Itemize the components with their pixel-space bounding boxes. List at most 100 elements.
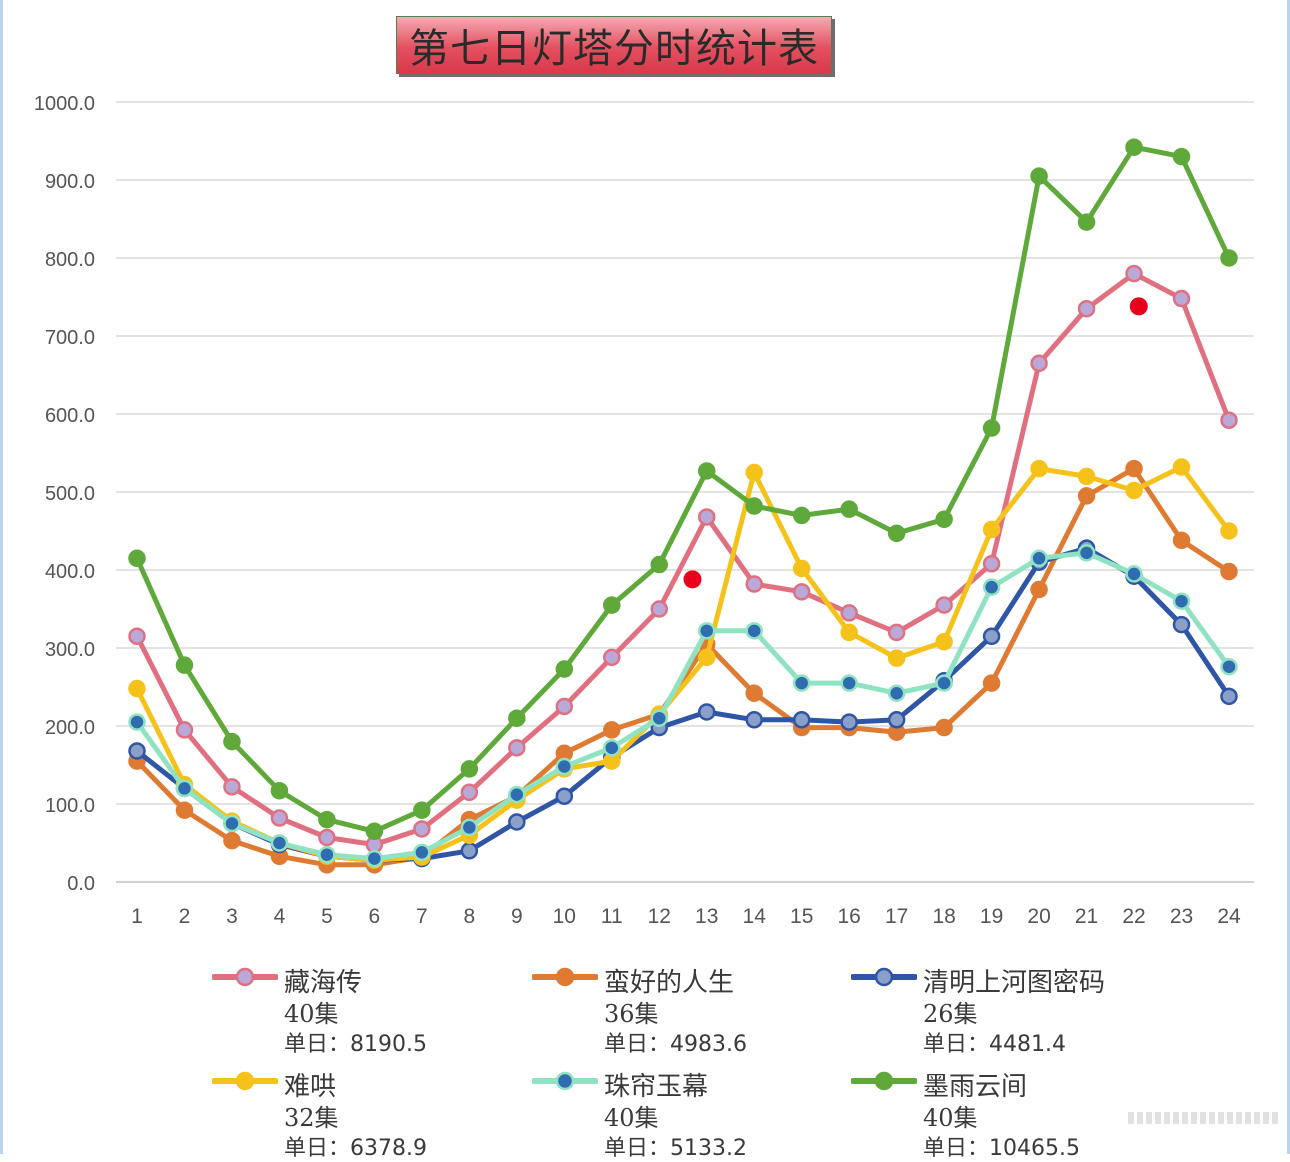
- legend-daily-value: 6378.9: [350, 1136, 427, 1161]
- data-point: [508, 709, 526, 727]
- legend-daily-label: 单日：: [284, 1136, 351, 1161]
- y-axis-ticks: 0.0 100.0 200.0 300.0 400.0 500.0 600.0 700.0 80…: [34, 93, 95, 895]
- data-point: [413, 843, 431, 862]
- data-point: [603, 739, 621, 757]
- x-tick-label: 20: [1027, 905, 1050, 928]
- data-point: [460, 783, 479, 802]
- data-point: [365, 822, 384, 841]
- data-point: [935, 674, 953, 692]
- x-tick-label: 9: [511, 905, 523, 928]
- legend-daily-label: 单日：: [923, 1136, 990, 1161]
- data-point: [318, 828, 336, 847]
- series-line: [134, 144, 1232, 834]
- legend-swatch: [212, 1071, 278, 1091]
- data-point: [1220, 687, 1238, 706]
- x-tick-label: 13: [695, 905, 718, 928]
- data-point: [1172, 615, 1191, 634]
- data-point: [887, 524, 906, 543]
- data-point: [1172, 531, 1191, 550]
- data-point: [935, 718, 953, 737]
- legend-episodes: 40集: [923, 1104, 978, 1132]
- data-point: [935, 596, 953, 614]
- data-point: [792, 583, 811, 601]
- data-point: [128, 627, 146, 646]
- x-tick-label: 10: [553, 905, 576, 928]
- legend-daily-total: 单日：5133.2: [604, 1130, 747, 1162]
- data-point: [935, 510, 953, 529]
- y-tick-label: 600.0: [45, 405, 95, 427]
- data-point: [270, 834, 289, 852]
- legend-swatch: [851, 967, 917, 987]
- data-point: [365, 849, 384, 868]
- annotations: [683, 297, 1148, 589]
- data-point: [650, 555, 669, 574]
- data-point: [792, 711, 811, 729]
- legend-marker: [235, 1071, 255, 1091]
- x-tick-label: 21: [1075, 905, 1098, 928]
- data-point: [603, 721, 621, 739]
- data-point: [887, 649, 906, 667]
- data-point: [792, 506, 811, 525]
- chart-title-box: 第七日灯塔分时统计表: [396, 16, 832, 74]
- legend-daily-total: 单日：4481.4: [923, 1026, 1066, 1058]
- legend-marker: [235, 967, 255, 987]
- data-point: [745, 684, 763, 702]
- data-point: [1030, 354, 1048, 373]
- data-point: [1077, 544, 1096, 562]
- series-6: [128, 138, 1238, 841]
- data-point: [1220, 562, 1238, 581]
- legend-daily-value: 5133.2: [670, 1136, 747, 1161]
- data-point: [1077, 299, 1096, 318]
- data-point: [1125, 459, 1143, 478]
- legend-daily-total: 单日：10465.5: [923, 1130, 1080, 1162]
- legend-marker: [555, 967, 575, 987]
- data-point: [1172, 458, 1191, 476]
- legend-series-name: 难哄: [284, 1072, 337, 1102]
- data-point: [887, 623, 906, 642]
- legend-daily-value: 4983.6: [670, 1032, 747, 1057]
- data-point: [982, 555, 1001, 573]
- data-point: [1077, 213, 1096, 231]
- data-point: [840, 713, 858, 731]
- x-tick-label: 8: [464, 905, 476, 928]
- series-5: [128, 544, 1238, 868]
- data-point: [223, 814, 241, 833]
- data-point: [128, 742, 146, 760]
- data-point: [697, 648, 716, 667]
- data-point: [650, 600, 669, 618]
- data-point: [840, 500, 858, 518]
- data-point: [697, 508, 716, 526]
- series-line: [134, 545, 1232, 863]
- data-point: [650, 709, 669, 727]
- data-point: [555, 697, 574, 716]
- chart-title: 第七日灯塔分时统计表: [409, 26, 819, 72]
- x-tick-label: 23: [1170, 905, 1193, 928]
- data-point: [175, 721, 194, 739]
- legend-episodes: 32集: [284, 1104, 339, 1132]
- legend-swatch: [212, 967, 278, 987]
- data-point: [1220, 522, 1238, 540]
- data-point: [1172, 592, 1191, 610]
- data-point: [318, 810, 336, 829]
- data-point: [318, 845, 336, 864]
- watermark: [1128, 1112, 1278, 1124]
- legend-series-name: 清明上河图密码: [923, 968, 1106, 998]
- x-tick-label: 1: [131, 905, 143, 928]
- data-point: [1030, 549, 1048, 568]
- legend-daily-label: 单日：: [284, 1032, 351, 1057]
- x-tick-label: 6: [369, 905, 381, 928]
- series-1: [128, 264, 1238, 854]
- data-point: [887, 684, 906, 702]
- x-tick-label: 22: [1122, 905, 1145, 928]
- y-tick-label: 100.0: [45, 795, 95, 817]
- legend-episodes: 36集: [604, 1000, 659, 1028]
- data-point: [887, 711, 906, 729]
- data-point: [745, 463, 763, 482]
- y-tick-label: 800.0: [45, 249, 95, 271]
- data-point: [128, 549, 146, 568]
- data-point: [840, 674, 858, 692]
- legend-series-name: 蛮好的人生: [604, 968, 735, 998]
- legend-episodes: 40集: [284, 1000, 339, 1028]
- data-point: [508, 739, 526, 757]
